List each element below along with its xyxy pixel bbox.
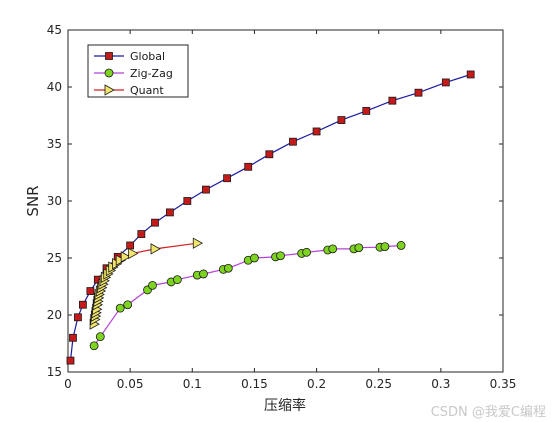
data-point	[289, 137, 297, 146]
data-point	[223, 263, 233, 273]
y-tick-label: 20	[47, 308, 62, 322]
data-point	[123, 300, 133, 310]
data-point	[86, 287, 95, 295]
data-point	[172, 275, 182, 285]
y-tick-label: 30	[47, 194, 62, 208]
legend-marker	[104, 68, 114, 78]
x-tick-label: 0.25	[365, 377, 392, 391]
series-layer	[66, 70, 475, 365]
legend-label: Global	[130, 50, 165, 63]
data-point	[69, 333, 77, 342]
data-point	[441, 78, 450, 87]
data-point	[66, 356, 75, 365]
data-point	[115, 303, 125, 313]
data-point	[244, 162, 253, 171]
data-point	[126, 241, 135, 250]
data-point	[312, 127, 321, 136]
data-point	[223, 174, 231, 183]
data-point	[192, 237, 204, 249]
x-axis-label: 压缩率	[264, 397, 306, 414]
data-point	[128, 247, 139, 260]
watermark: CSDN @我爱C编程	[430, 405, 546, 420]
y-tick-label: 25	[47, 251, 62, 265]
data-point	[151, 218, 159, 227]
y-tick-label: 45	[47, 23, 62, 37]
data-point	[250, 253, 259, 263]
data-point	[89, 341, 99, 351]
series-quant	[89, 237, 204, 330]
data-point	[396, 241, 406, 250]
data-point	[302, 247, 312, 257]
legend-label: Quant	[130, 84, 164, 97]
series-global	[66, 70, 475, 365]
series-zig-zag	[89, 241, 406, 351]
y-tick-label: 40	[47, 80, 62, 94]
x-tick-label: 0.2	[307, 377, 326, 391]
data-point	[328, 244, 338, 254]
y-tick-label: 15	[47, 365, 62, 379]
x-axis-ticks: 0 0.05 0.1 0.15 0.2 0.25 0.3 0.35	[64, 30, 516, 391]
data-point	[95, 332, 105, 342]
x-tick-label: 0	[64, 377, 72, 391]
data-point	[148, 280, 157, 290]
legend-marker	[105, 52, 113, 60]
legend: Global Zig-Zag Quant	[87, 44, 189, 98]
data-point	[354, 243, 364, 253]
data-point	[120, 251, 131, 263]
data-point	[183, 197, 192, 205]
x-tick-label: 0.35	[490, 377, 517, 391]
legend-entry: Global	[94, 50, 165, 63]
data-point	[199, 269, 208, 279]
data-point	[388, 96, 397, 105]
data-point	[414, 88, 423, 97]
data-point	[166, 208, 174, 217]
data-point	[362, 107, 371, 115]
y-tick-label: 35	[47, 137, 62, 151]
legend-marker	[104, 84, 115, 96]
y-axis-ticks: 15 20 25 30 35 40 45	[47, 23, 503, 379]
data-point	[380, 242, 390, 252]
x-tick-label: 0.1	[183, 377, 202, 391]
data-point	[150, 243, 161, 255]
x-tick-label: 0.3	[431, 377, 450, 391]
data-point	[115, 254, 127, 266]
x-tick-label: 0.15	[241, 377, 268, 391]
legend-entry: Quant	[94, 84, 164, 97]
data-point	[466, 70, 475, 79]
data-point	[276, 251, 285, 261]
data-point	[74, 313, 82, 322]
data-point	[202, 185, 210, 194]
data-point	[265, 150, 274, 159]
data-point	[337, 116, 346, 124]
data-point	[79, 300, 87, 309]
data-point	[137, 230, 146, 238]
legend-label: Zig-Zag	[130, 67, 173, 80]
legend-entry: Zig-Zag	[94, 67, 173, 80]
x-tick-label: 0.05	[117, 377, 144, 391]
y-axis-label: SNR	[24, 185, 42, 216]
